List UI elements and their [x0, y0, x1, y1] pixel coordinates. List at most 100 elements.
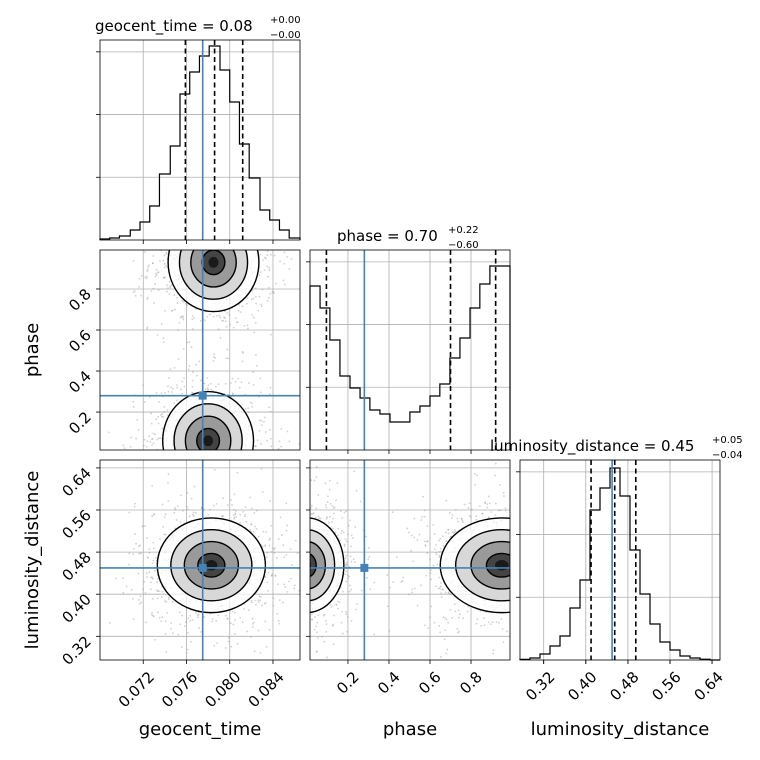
sample-point — [346, 630, 349, 633]
hist-phase-frame — [309, 249, 511, 451]
sample-point — [289, 577, 292, 580]
sample-point — [236, 224, 238, 226]
sample-point — [200, 464, 202, 466]
sample-point — [227, 229, 229, 231]
sample-point — [514, 633, 516, 635]
sample-point — [302, 583, 304, 585]
sample-point — [175, 519, 178, 521]
sample-point — [296, 538, 298, 540]
sample-point — [278, 622, 281, 625]
sample-point — [563, 586, 565, 588]
sample-point — [240, 381, 243, 384]
sample-point — [168, 280, 171, 283]
sample-point — [181, 392, 184, 395]
sample-point — [555, 549, 557, 551]
sample-point — [199, 222, 201, 224]
sample-point — [302, 548, 304, 550]
sample-point — [215, 206, 217, 208]
sample-point — [259, 253, 262, 256]
sample-point — [214, 660, 216, 662]
sample-point — [524, 540, 526, 542]
sample-point — [407, 531, 410, 534]
sample-point — [277, 447, 280, 450]
sample-point — [304, 514, 306, 516]
sample-point — [481, 512, 484, 515]
sample-point — [292, 610, 294, 612]
sample-point — [303, 500, 305, 502]
sample-point — [365, 535, 367, 538]
sample-point — [152, 541, 155, 544]
sample-point — [233, 611, 236, 614]
sample-point — [287, 512, 289, 514]
xlabel-luminosity-distance: luminosity_distance — [531, 719, 710, 740]
sample-point — [247, 245, 249, 247]
sample-point — [565, 519, 567, 521]
sample-point — [268, 229, 270, 231]
sample-point — [235, 219, 237, 221]
sample-point — [285, 522, 287, 524]
sample-point — [277, 577, 279, 579]
sample-point — [347, 574, 349, 577]
hist-panel-geocent_time — [96, 40, 301, 244]
sample-point — [197, 476, 199, 478]
sample-point — [153, 302, 155, 304]
sample-point — [237, 321, 239, 323]
sample-point — [275, 557, 278, 559]
sample-point — [530, 528, 532, 530]
sample-point — [210, 212, 212, 214]
sample-point — [177, 451, 179, 453]
sample-point — [514, 551, 516, 553]
sample-point — [345, 570, 348, 573]
sample-point — [268, 269, 271, 271]
sample-point — [304, 531, 306, 533]
sample-point — [304, 567, 306, 569]
truth-marker — [360, 563, 369, 572]
sample-point — [551, 585, 553, 587]
sample-point — [269, 512, 271, 514]
sample-point — [262, 227, 264, 229]
sample-point — [220, 456, 222, 458]
sample-point — [233, 517, 236, 520]
sample-point — [250, 601, 253, 604]
sample-point — [284, 546, 286, 548]
sample-point — [547, 573, 549, 575]
sample-point — [230, 499, 232, 501]
sample-point — [216, 218, 218, 220]
sample-point — [193, 485, 196, 488]
sample-point — [209, 499, 211, 501]
sample-point — [492, 652, 495, 655]
truth-marker — [198, 563, 207, 572]
sample-point — [192, 247, 194, 249]
sample-point — [164, 632, 167, 635]
sample-point — [160, 323, 163, 325]
sample-point — [308, 512, 310, 514]
sample-point — [151, 262, 154, 265]
sample-point — [350, 588, 353, 591]
sample-point — [576, 606, 578, 608]
sample-point — [192, 515, 195, 518]
sample-point — [194, 234, 196, 236]
sample-point — [130, 588, 133, 591]
sample-point — [196, 232, 198, 234]
sample-point — [167, 477, 169, 479]
sample-point — [166, 409, 169, 412]
sample-point — [274, 560, 276, 562]
sample-point — [157, 271, 160, 274]
sample-point — [285, 580, 287, 582]
sample-point — [592, 511, 594, 513]
sample-point — [181, 316, 184, 319]
sample-point — [294, 561, 296, 563]
sample-point — [534, 582, 536, 584]
sample-point — [162, 337, 165, 340]
sample-point — [247, 411, 250, 414]
sample-point — [154, 454, 156, 456]
sample-point — [157, 271, 160, 274]
sample-point — [190, 640, 192, 643]
sample-point — [514, 530, 516, 532]
sample-point — [416, 539, 419, 541]
sample-point — [287, 552, 289, 554]
sample-point — [284, 608, 286, 610]
sample-point — [186, 341, 189, 344]
sample-point — [233, 234, 235, 236]
sample-point — [317, 636, 319, 639]
